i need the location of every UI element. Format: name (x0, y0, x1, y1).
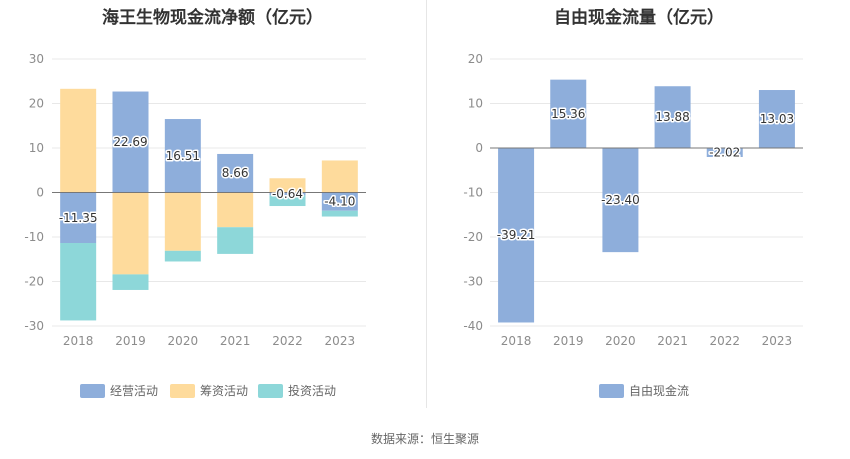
bar (654, 86, 691, 148)
y-tick-label: 10 (468, 97, 483, 111)
bar (269, 178, 306, 193)
data-label: -11.35 (59, 211, 98, 225)
data-label: -23.40 (601, 193, 640, 207)
legend-swatch (258, 384, 283, 398)
bar (498, 148, 535, 323)
x-tick-label: 2018 (501, 334, 532, 348)
bar (321, 160, 358, 193)
legend-label: 经营活动 (110, 384, 158, 398)
bar (112, 192, 149, 275)
x-tick-label: 2021 (657, 334, 688, 348)
bar (164, 192, 201, 251)
x-tick-label: 2021 (220, 334, 251, 348)
bar (321, 192, 358, 211)
y-tick-label: -10 (463, 186, 483, 200)
y-tick-label: -20 (463, 230, 483, 244)
y-tick-label: -30 (24, 319, 44, 333)
data-label: -4.10 (324, 195, 355, 209)
y-tick-label: 30 (29, 52, 44, 66)
data-label: -39.21 (497, 228, 536, 242)
left-chart-plot: 30 20 10 0 -10 -20 -30 -11.35 22.69 16.51 8.66 -0.6… (24, 52, 366, 398)
right-chart-title: 自由现金流量（亿元） (554, 8, 724, 28)
y-tick-label: -30 (463, 275, 483, 289)
bar (60, 192, 97, 244)
bar (706, 148, 743, 157)
x-tick-label: 2020 (168, 334, 199, 348)
data-label: 16.51 (166, 149, 200, 163)
legend-swatch (170, 384, 195, 398)
y-tick-label: 20 (29, 97, 44, 111)
y-tick-label: -10 (24, 230, 44, 244)
legend-label: 自由现金流 (629, 383, 689, 398)
data-source-note: 数据来源：恒生聚源 (370, 432, 479, 446)
bar (112, 91, 149, 193)
x-tick-label: 2023 (762, 334, 793, 348)
legend-swatch (80, 384, 105, 398)
bar (164, 250, 201, 262)
data-label: 8.66 (222, 166, 249, 180)
y-tick-label: -20 (24, 275, 44, 289)
y-tick-label: -40 (463, 319, 483, 333)
data-label: -0.64 (272, 187, 303, 201)
x-tick-label: 2022 (272, 334, 303, 348)
y-tick-label: 10 (29, 141, 44, 155)
bar (321, 210, 358, 217)
bar (60, 243, 97, 321)
bar (164, 119, 201, 193)
x-tick-label: 2018 (63, 334, 94, 348)
bar (550, 79, 587, 148)
legend-label: 投资活动 (288, 383, 336, 398)
panel-divider (426, 0, 427, 408)
x-tick-label: 2020 (605, 334, 636, 348)
x-tick-label: 2022 (709, 334, 740, 348)
bar (60, 88, 97, 193)
data-label: 22.69 (113, 135, 147, 149)
x-tick-label: 2023 (325, 334, 356, 348)
left-chart-title: 海王生物现金流净额（亿元） (102, 8, 323, 28)
bar (217, 192, 254, 228)
legend-label: 筹资活动 (200, 384, 248, 398)
legend-swatch (599, 384, 624, 398)
bar (217, 153, 254, 193)
bar (269, 195, 306, 207)
data-label: 13.88 (655, 110, 689, 124)
bar (217, 227, 254, 254)
x-tick-label: 2019 (553, 334, 584, 348)
data-label: -2.02 (709, 145, 740, 159)
data-label: 15.36 (551, 107, 585, 121)
right-chart-plot: 20 10 0 -10 -20 -30 -40 -39.21 15.36 -23.40 13.88 -… (463, 52, 803, 398)
bar (269, 192, 306, 196)
bar (758, 90, 795, 148)
y-tick-label: 20 (468, 52, 483, 66)
bar (112, 274, 149, 290)
y-tick-label: 0 (36, 186, 44, 200)
bar (602, 148, 639, 253)
y-tick-label: 0 (475, 141, 483, 155)
x-tick-label: 2019 (115, 334, 146, 348)
data-label: 13.03 (760, 112, 794, 126)
